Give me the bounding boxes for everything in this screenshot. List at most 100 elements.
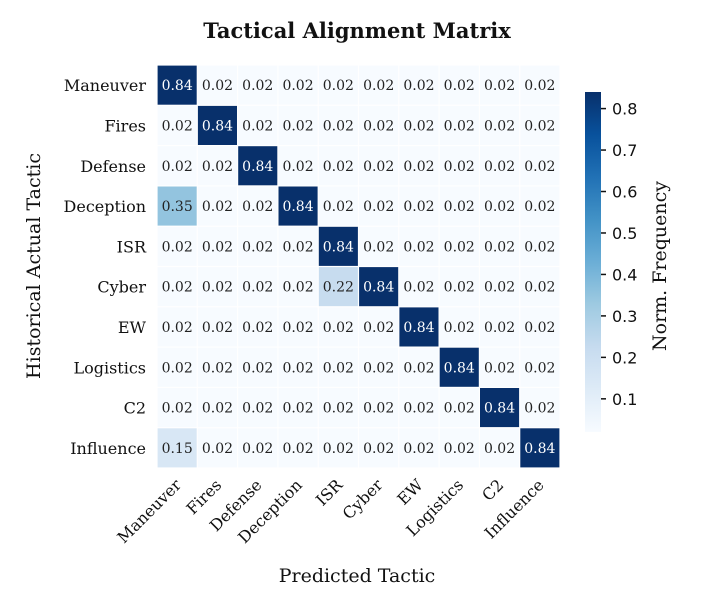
cell-value-label: 0.02 [282, 159, 313, 175]
cell-value-label: 0.02 [444, 441, 475, 457]
y-tick-label: Cyber [97, 278, 146, 297]
colorbar-tick-label: 0.1 [612, 390, 637, 409]
heatmap-cell [318, 146, 358, 186]
colorbar [585, 92, 601, 432]
y-tick-labels: Maneuver Fires Defense Deception ISR Cyber EW L… [64, 76, 147, 458]
heatmap-cell [278, 307, 318, 347]
heatmap-cell [157, 65, 197, 105]
y-tick-label: Maneuver [64, 76, 147, 95]
heatmap-cell [197, 65, 237, 105]
colorbar-tick-label: 0.2 [612, 348, 637, 367]
heatmap-cell [399, 146, 439, 186]
cell-value-label: 0.02 [162, 159, 193, 175]
cell-value-label: 0.02 [282, 118, 313, 134]
cell-value-label: 0.02 [524, 280, 555, 296]
heatmap-cell [480, 105, 520, 145]
heatmap-cell [399, 226, 439, 266]
heatmap-cell [318, 226, 358, 266]
x-axis-label: Predicted Tactic [279, 565, 436, 587]
heatmap-cell [157, 146, 197, 186]
heatmap-cell [278, 347, 318, 387]
cell-value-label: 0.02 [524, 118, 555, 134]
cell-value-label: 0.02 [444, 239, 475, 255]
cell-value-label: 0.84 [403, 320, 434, 336]
y-tick-label: Defense [80, 157, 146, 176]
cell-value-label: 0.02 [484, 360, 515, 376]
cell-value-label: 0.84 [444, 360, 475, 376]
cell-value-label: 0.02 [524, 199, 555, 215]
heatmap-cell [359, 105, 399, 145]
heatmap-cell [197, 186, 237, 226]
cell-value-label: 0.84 [524, 441, 555, 457]
cell-value-label: 0.02 [363, 320, 394, 336]
heatmap-cell [238, 347, 278, 387]
x-tick-label: C2 [478, 475, 507, 504]
cell-value-label: 0.02 [524, 159, 555, 175]
cell-value-label: 0.02 [524, 320, 555, 336]
cell-value-label: 0.02 [403, 360, 434, 376]
chart-title: Tactical Alignment Matrix [203, 18, 511, 43]
cell-value-label: 0.84 [162, 78, 193, 94]
cell-value-label: 0.02 [162, 401, 193, 417]
heatmap-cell [480, 186, 520, 226]
heatmap-cell [520, 347, 560, 387]
heatmap-cell [238, 65, 278, 105]
cell-value-label: 0.02 [282, 441, 313, 457]
cell-value-label: 0.02 [202, 78, 233, 94]
cell-value-label: 0.02 [242, 360, 273, 376]
cell-value-label: 0.02 [242, 239, 273, 255]
heatmap-cell [197, 388, 237, 428]
heatmap-cell [197, 307, 237, 347]
heatmap-cell [520, 146, 560, 186]
heatmap-cell [157, 307, 197, 347]
cell-value-label: 0.02 [323, 118, 354, 134]
heatmap-cell [359, 186, 399, 226]
cell-value-label: 0.02 [202, 159, 233, 175]
heatmap-cell [197, 105, 237, 145]
heatmap-cell [399, 267, 439, 307]
cell-value-label: 0.02 [403, 401, 434, 417]
heatmap-cell [238, 186, 278, 226]
cell-value-label: 0.02 [202, 360, 233, 376]
heatmap-cell [278, 186, 318, 226]
heatmap-cell [197, 267, 237, 307]
heatmap-cell [399, 347, 439, 387]
heatmap-cell [197, 226, 237, 266]
heatmap-cell [318, 105, 358, 145]
cell-value-label: 0.02 [524, 401, 555, 417]
y-axis-label: Historical Actual Tactic [23, 153, 45, 379]
cell-value-label: 0.84 [484, 401, 515, 417]
cell-value-label: 0.84 [282, 199, 313, 215]
cell-value-label: 0.02 [403, 159, 434, 175]
cell-value-label: 0.02 [363, 159, 394, 175]
cell-value-label: 0.02 [202, 401, 233, 417]
cell-value-label: 0.02 [363, 118, 394, 134]
heatmap-cell [439, 186, 479, 226]
heatmap-cell [480, 226, 520, 266]
y-tick-label: Fires [104, 116, 146, 135]
cell-value-label: 0.02 [363, 78, 394, 94]
heatmap-cell [399, 186, 439, 226]
cell-value-label: 0.02 [282, 280, 313, 296]
cell-value-label: 0.02 [202, 320, 233, 336]
heatmap-cell [399, 65, 439, 105]
heatmap-cell [318, 347, 358, 387]
cell-value-label: 0.02 [363, 441, 394, 457]
cell-value-label: 0.84 [242, 159, 273, 175]
heatmap-cell [359, 146, 399, 186]
heatmap-cell [157, 226, 197, 266]
x-tick-label: Cyber [339, 475, 387, 523]
cell-value-label: 0.02 [484, 441, 515, 457]
heatmap-cell [359, 347, 399, 387]
heatmap-cell [318, 307, 358, 347]
heatmap-cell [439, 388, 479, 428]
cell-value-label: 0.02 [403, 441, 434, 457]
cell-value-label: 0.02 [403, 118, 434, 134]
cell-value-label: 0.02 [444, 320, 475, 336]
cell-value-label: 0.02 [444, 199, 475, 215]
cell-value-label: 0.02 [323, 320, 354, 336]
heatmap-cell [278, 226, 318, 266]
heatmap-cell [399, 105, 439, 145]
cell-value-label: 0.02 [484, 118, 515, 134]
